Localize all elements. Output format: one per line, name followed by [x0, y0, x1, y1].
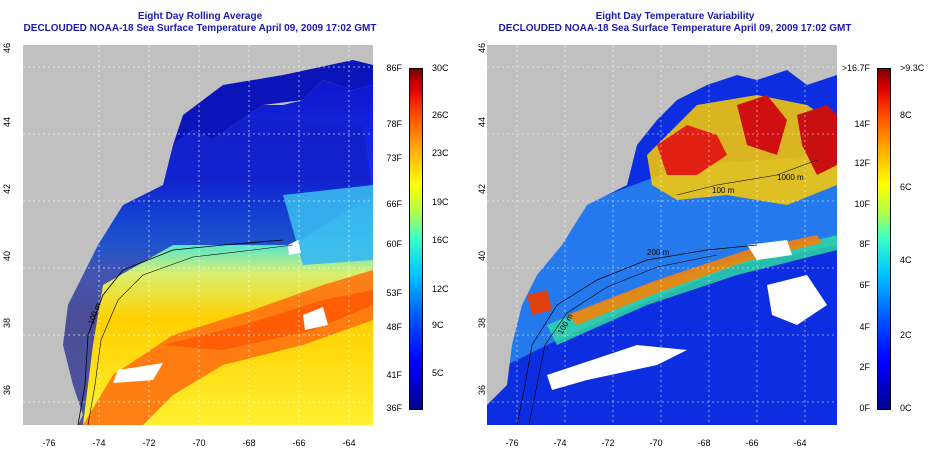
lon-tick: -72 — [601, 438, 615, 448]
average-map-subtitle: DECLOUDED NOAA-18 Sea Surface Temperatur… — [23, 23, 377, 34]
average-map-panel: Eight Day Rolling Average DECLOUDED NOAA… — [2, 11, 449, 425]
colorbar-label-c: 30C — [432, 63, 449, 73]
colorbar-label-c: 23C — [432, 148, 449, 158]
colorbar-label-f: 10F — [854, 199, 870, 209]
average-colorbar — [409, 68, 423, 410]
colorbar-label-c: 6C — [900, 182, 912, 192]
variability-map-title: Eight Day Temperature Variability — [595, 11, 755, 22]
colorbar-label-f: 14F — [854, 119, 870, 129]
lon-tick: -74 — [92, 438, 106, 448]
lat-tick: 40 — [2, 251, 12, 262]
lat-tick: 36 — [2, 385, 12, 396]
colorbar-label-f: 48F — [386, 322, 402, 332]
variability-sst-map[interactable]: 200 m 1000 m 100 m 100 m — [487, 45, 837, 425]
lat-tick: 44 — [477, 117, 487, 128]
contour-label: 200 m — [647, 248, 670, 257]
colorbar-label-f: 60F — [386, 239, 402, 249]
lat-tick: 46 — [477, 43, 487, 54]
lat-tick: 40 — [477, 251, 487, 262]
lat-tick: 36 — [477, 385, 487, 396]
colorbar-label-c: 5C — [432, 368, 444, 378]
colorbar-label-c: 12C — [432, 284, 449, 294]
colorbar-label-f: 8F — [859, 239, 870, 249]
colorbar-label-c: 4C — [900, 255, 912, 265]
colorbar-label-f: 4F — [859, 322, 870, 332]
average-map-title: Eight Day Rolling Average — [137, 11, 263, 22]
colorbar-label-c: >9.3C — [900, 63, 925, 73]
lat-tick: 42 — [2, 184, 12, 195]
average-sst-map[interactable]: 100 m — [23, 45, 373, 425]
colorbar-label-f: >16.7F — [841, 63, 870, 73]
colorbar-label-c: 19C — [432, 197, 449, 207]
colorbar-label-f: 12F — [854, 158, 870, 168]
lat-tick: 38 — [477, 318, 487, 329]
land-mass — [23, 45, 373, 425]
colorbar-label-c: 26C — [432, 110, 449, 120]
colorbar-label-c: 8C — [900, 110, 912, 120]
colorbar-label-f: 78F — [386, 119, 402, 129]
variability-map-subtitle: DECLOUDED NOAA-18 Sea Surface Temperatur… — [498, 23, 852, 34]
colorbar-label-c: 2C — [900, 330, 912, 340]
lat-tick: 46 — [2, 43, 12, 54]
lon-tick: -70 — [649, 438, 663, 448]
colorbar-label-f: 66F — [386, 199, 402, 209]
colorbar-label-f: 36F — [386, 403, 402, 413]
lat-tick: 42 — [477, 184, 487, 195]
lon-tick: -72 — [142, 438, 156, 448]
colorbar-label-f: 73F — [386, 153, 402, 163]
colorbar-label-f: 6F — [859, 280, 870, 290]
lon-tick: -66 — [745, 438, 759, 448]
colorbar-label-c: 9C — [432, 320, 444, 330]
lon-tick: -66 — [292, 438, 306, 448]
variability-map-panel: Eight Day Temperature Variability DECLOU… — [475, 0, 950, 475]
colorbar-label-f: 0F — [859, 403, 870, 413]
lon-tick: -68 — [242, 438, 256, 448]
colorbar-label-f: 53F — [386, 288, 402, 298]
lon-tick: -64 — [793, 438, 807, 448]
contour-label: 1000 m — [777, 173, 804, 182]
lon-tick: -74 — [553, 438, 567, 448]
colorbar-label-f: 41F — [386, 370, 402, 380]
variability-colorbar — [877, 68, 891, 410]
lon-tick: -64 — [342, 438, 356, 448]
colorbar-label-c: 0C — [900, 403, 912, 413]
lon-tick: -76 — [42, 438, 56, 448]
colorbar-label-f: 2F — [859, 362, 870, 372]
lat-tick: 38 — [2, 318, 12, 329]
contour-label: 100 m — [712, 186, 735, 195]
lon-tick: -68 — [697, 438, 711, 448]
colorbar-label-f: 86F — [386, 63, 402, 73]
colorbar-label-c: 16C — [432, 235, 449, 245]
lat-tick: 44 — [2, 117, 12, 128]
land-mass — [487, 45, 837, 405]
lon-tick: -70 — [192, 438, 206, 448]
lon-tick: -76 — [505, 438, 519, 448]
